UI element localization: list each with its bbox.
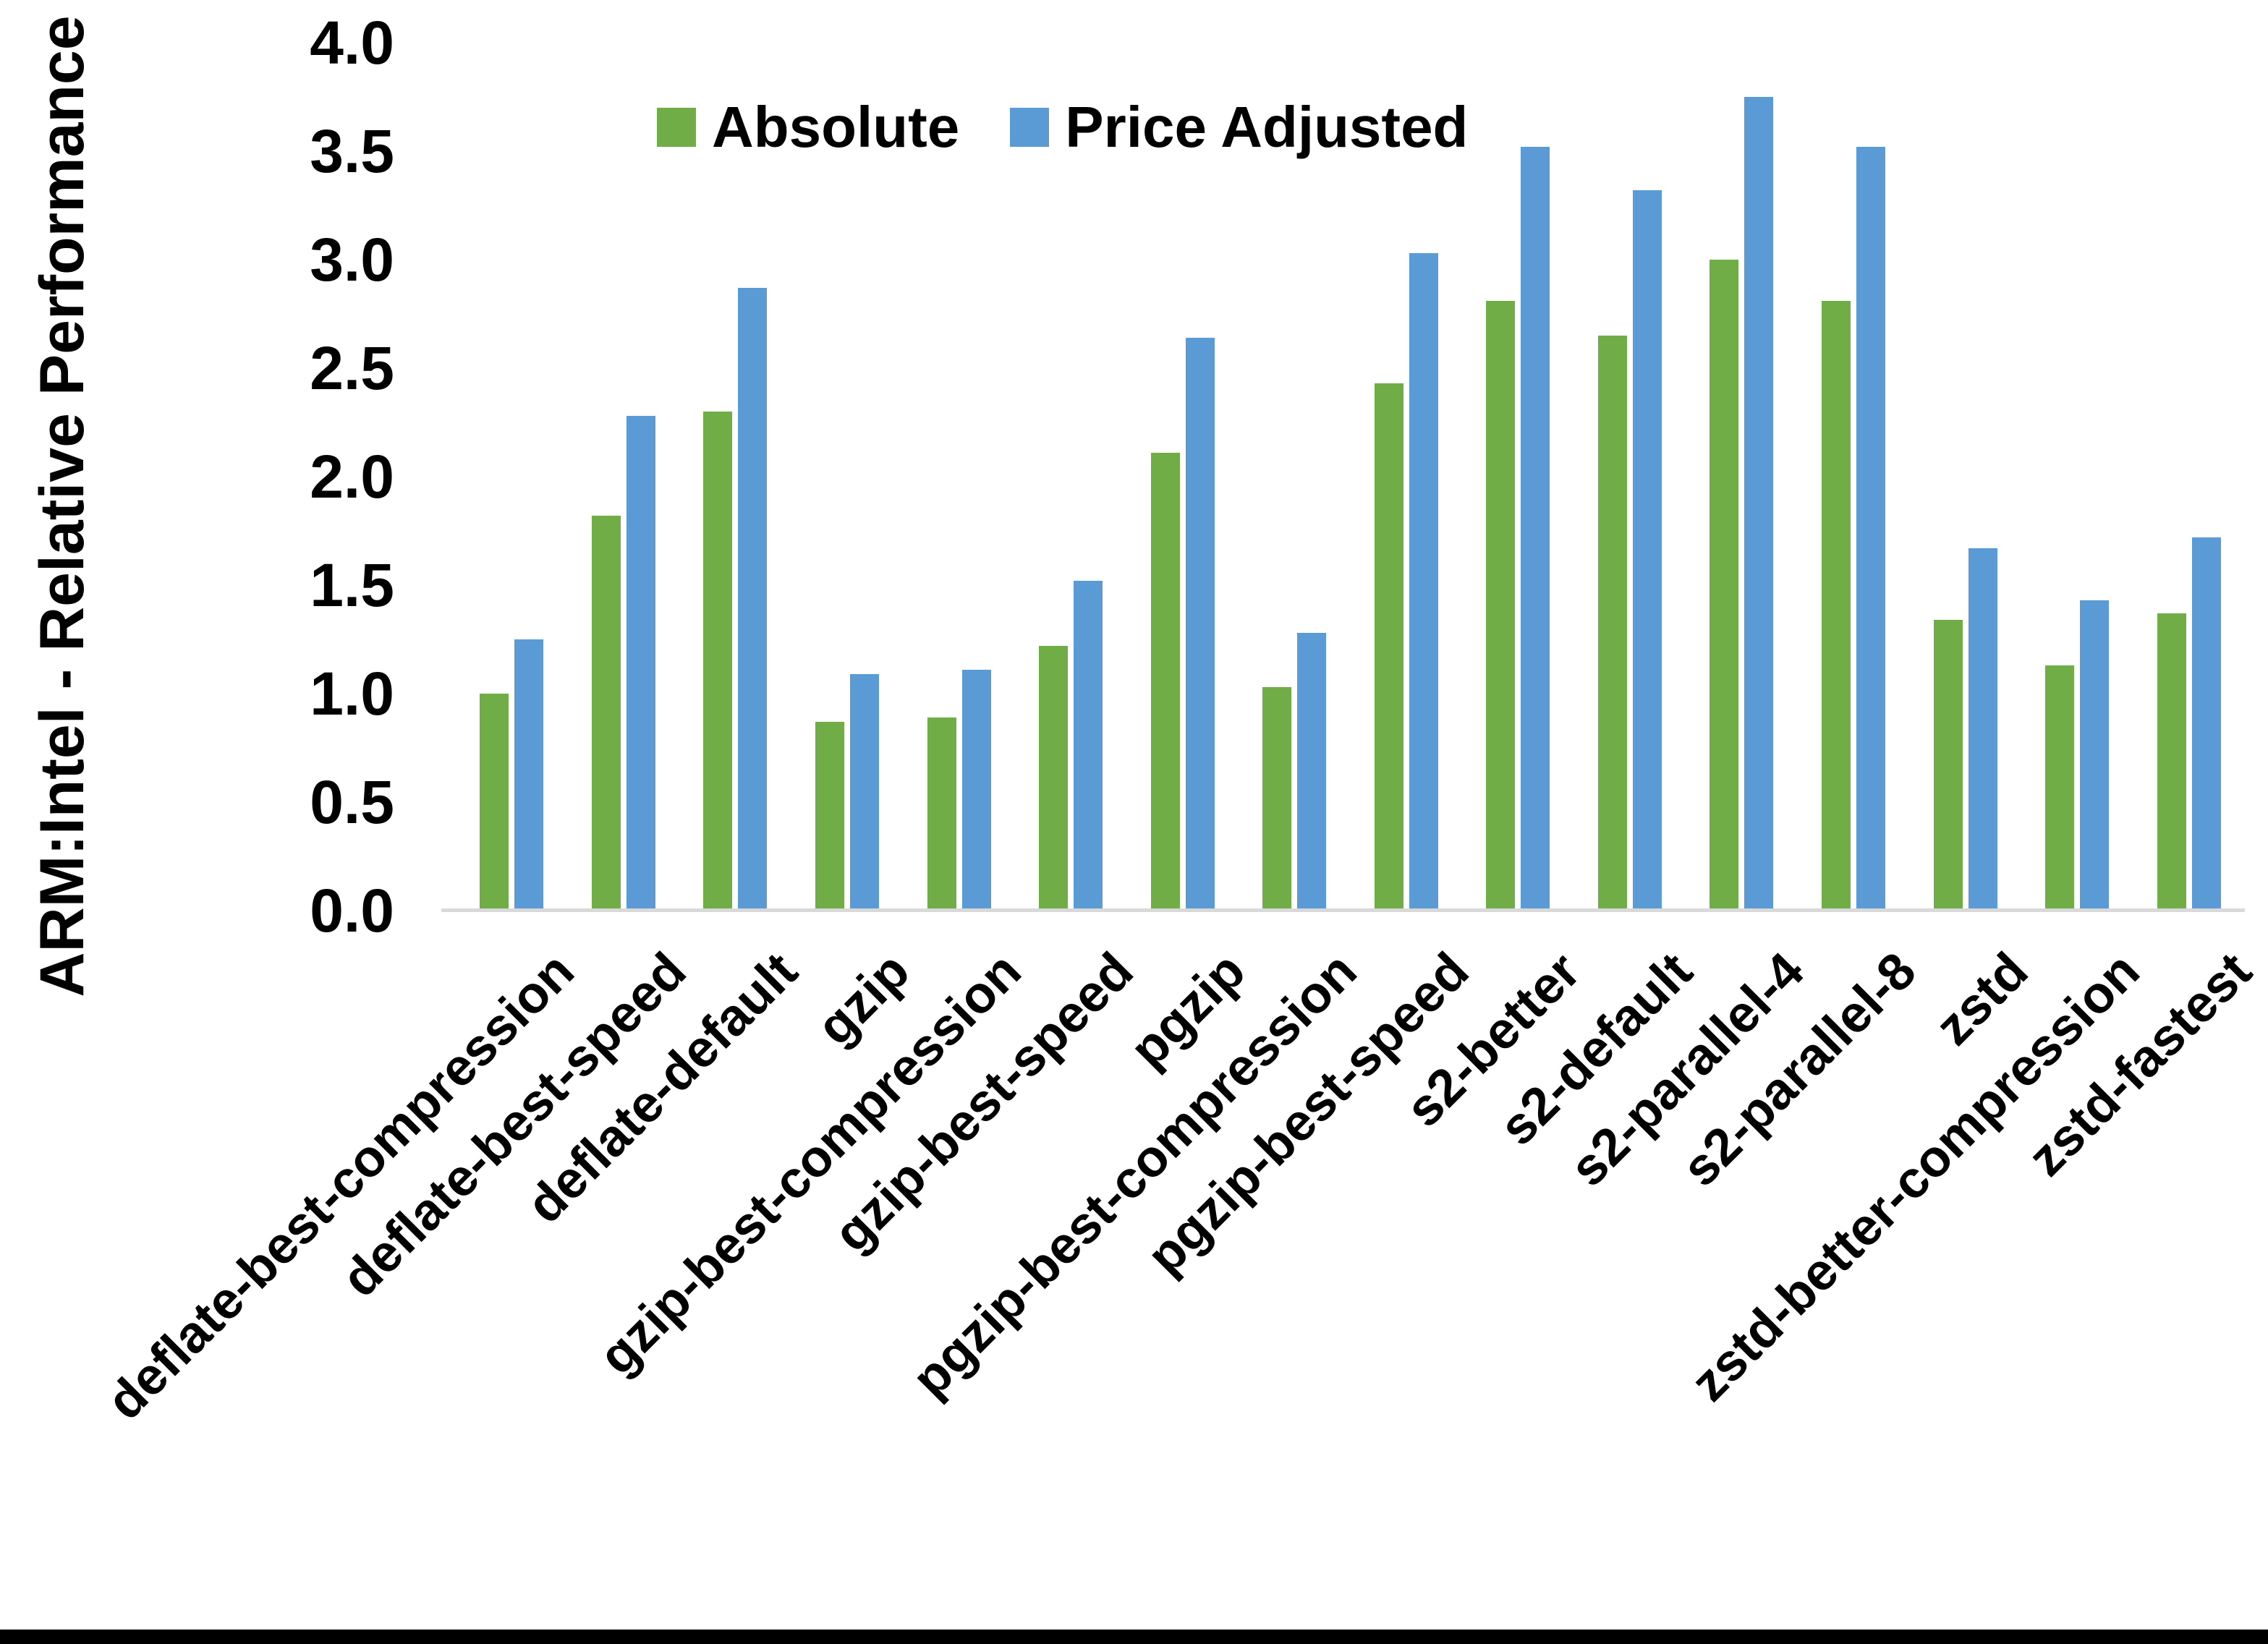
bar-price-adjusted-s2-parallel-8 xyxy=(1856,147,1886,911)
legend-label-price-adjusted: Price Adjusted xyxy=(1065,95,1469,159)
bar-absolute-gzip-best-compression xyxy=(927,717,956,911)
bar-absolute-zstd-better-compression xyxy=(2045,665,2075,911)
bar-price-adjusted-pgzip xyxy=(1185,338,1215,911)
bar-price-adjusted-s2-parallel-4 xyxy=(1744,97,1774,911)
bar-price-adjusted-zstd-fastest xyxy=(2191,537,2221,911)
bar-absolute-gzip xyxy=(815,722,844,911)
bar-price-adjusted-deflate-best-compression xyxy=(514,639,544,911)
x-axis-line xyxy=(441,908,2245,912)
bar-absolute-pgzip-best-compression xyxy=(1262,687,1292,911)
bar-absolute-pgzip xyxy=(1150,453,1180,911)
x-tick-label-deflate-best-compression: deflate-best-compression xyxy=(95,942,585,1431)
bar-absolute-s2-better xyxy=(1486,301,1516,911)
x-axis-tick-labels: deflate-best-compression deflate-best-spe… xyxy=(96,942,2263,1636)
bar-price-adjusted-deflate-default xyxy=(738,288,768,911)
y-tick-label-4.0: 4.0 xyxy=(310,9,394,77)
y-tick-label-3.0: 3.0 xyxy=(310,226,394,294)
bar-price-adjusted-pgzip-best-speed xyxy=(1409,253,1438,911)
bar-absolute-deflate-best-compression xyxy=(480,694,509,911)
y-tick-label-0.0: 0.0 xyxy=(310,877,394,945)
y-tick-label-2.5: 2.5 xyxy=(310,334,394,402)
bar-price-adjusted-deflate-best-speed xyxy=(626,416,655,911)
bar-absolute-gzip-best-speed xyxy=(1039,646,1069,911)
bar-price-adjusted-zstd xyxy=(1968,548,1997,911)
y-tick-label-0.5: 0.5 xyxy=(310,768,394,836)
bar-absolute-s2-default xyxy=(1597,336,1627,911)
bar-price-adjusted-s2-better xyxy=(1521,147,1550,911)
legend-swatch-price-adjusted xyxy=(1010,108,1050,147)
y-tick-label-1.5: 1.5 xyxy=(310,551,394,619)
y-tick-label-1.0: 1.0 xyxy=(310,660,394,728)
y-tick-label-2.0: 2.0 xyxy=(310,443,394,511)
bar-price-adjusted-pgzip-best-compression xyxy=(1297,633,1327,911)
legend: Absolute Price Adjusted xyxy=(657,94,1468,161)
y-axis-tick-labels: 0.0 0.5 1.0 1.5 2.0 2.5 3.0 3.5 4.0 xyxy=(181,0,394,955)
bar-absolute-pgzip-best-speed xyxy=(1374,383,1403,911)
bar-absolute-s2-parallel-8 xyxy=(1822,301,1851,911)
bar-price-adjusted-gzip xyxy=(849,674,879,911)
bar-absolute-deflate-default xyxy=(703,412,733,911)
bar-absolute-deflate-best-speed xyxy=(591,516,621,911)
bar-price-adjusted-s2-default xyxy=(1632,190,1662,911)
bar-price-adjusted-zstd-better-compression xyxy=(2080,600,2110,911)
bar-absolute-zstd-fastest xyxy=(2157,613,2186,911)
plot-area xyxy=(456,43,2245,911)
legend-swatch-absolute xyxy=(657,108,696,147)
y-axis-title: ARM:Intel - Relative Performance xyxy=(27,15,97,997)
bar-absolute-zstd xyxy=(1933,620,1963,911)
legend-label-absolute: Absolute xyxy=(712,95,960,159)
bar-absolute-s2-parallel-4 xyxy=(1710,260,1739,911)
screenshot-bottom-border xyxy=(0,1630,2268,1644)
bar-price-adjusted-gzip-best-speed xyxy=(1074,581,1103,911)
bar-price-adjusted-gzip-best-compression xyxy=(961,670,991,911)
y-tick-label-3.5: 3.5 xyxy=(310,117,394,185)
